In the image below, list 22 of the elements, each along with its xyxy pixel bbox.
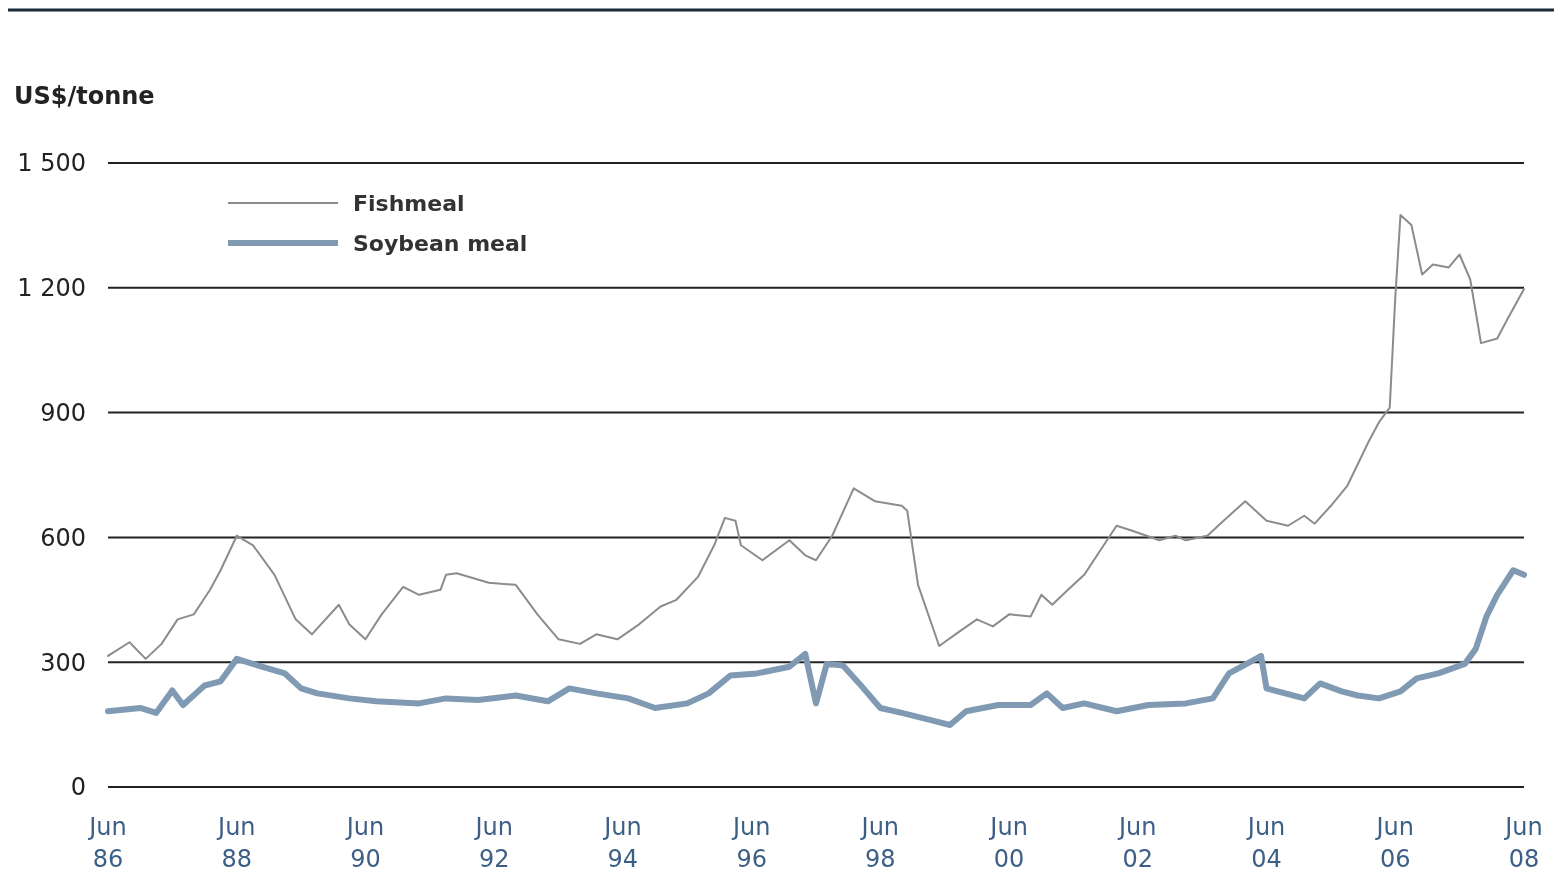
x-tick-label: Jun 06 [1374, 813, 1414, 873]
x-tick-label: Jun 04 [1245, 813, 1286, 873]
y-axis-title: US$/tonne [14, 82, 155, 110]
y-tick-label: 600 [40, 523, 86, 552]
y-tick-label: 300 [40, 648, 86, 677]
x-tick-label: Jun 08 [1503, 813, 1543, 873]
y-tick-label: 1 200 [17, 274, 86, 303]
x-tick-label: Jun 86 [87, 813, 127, 873]
y-tick-label: 0 [70, 773, 86, 802]
y-tick-label: 1 500 [17, 149, 86, 178]
x-tick-label: Jun 88 [216, 813, 256, 873]
x-tick-label: Jun 96 [730, 813, 771, 873]
y-tick-label: 900 [40, 399, 86, 427]
x-tick-label: Jun 92 [473, 813, 513, 873]
legend-label: Soybean meal [353, 230, 528, 256]
line-series [107, 214, 1525, 660]
x-tick-label: Jun 00 [988, 813, 1028, 873]
x-tick-label: Jun 98 [859, 813, 900, 873]
x-tick-label: Jun 02 [1117, 813, 1157, 873]
legend-label: Fishmeal [353, 190, 465, 216]
x-tick-label: Jun 90 [344, 813, 385, 873]
x-tick-label: Jun 94 [602, 813, 642, 873]
